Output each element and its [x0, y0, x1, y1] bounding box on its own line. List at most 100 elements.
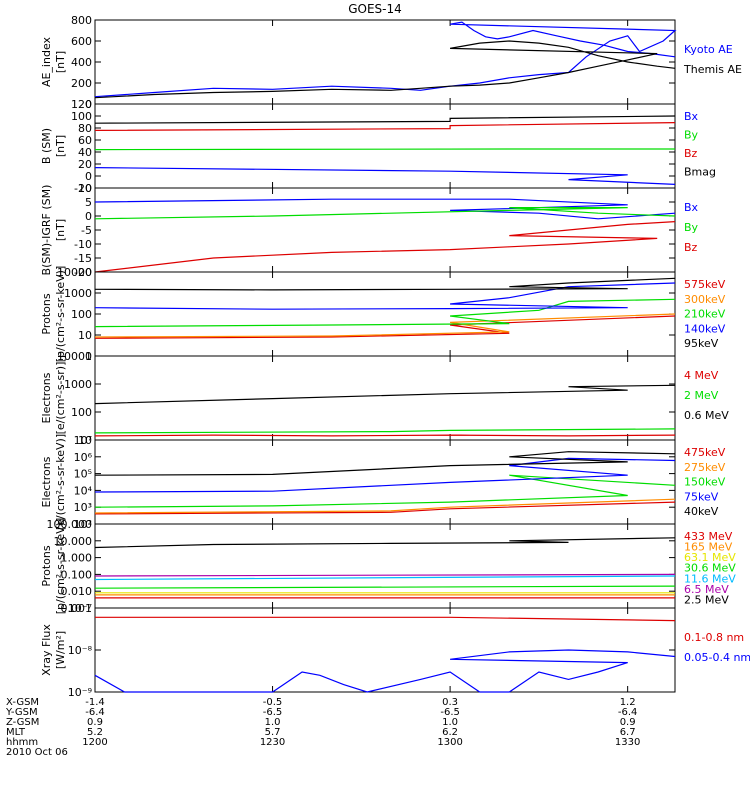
series-line-6-5-mev	[94, 573, 676, 577]
y-axis-label: Xray Flux	[40, 624, 53, 676]
x-axis-value: 6.2	[442, 727, 458, 738]
legend-label: 4 MeV	[684, 369, 719, 382]
date-label: 2010 Oct 06	[6, 747, 68, 758]
y-axis-label: [nT]	[54, 51, 67, 73]
series-line-by	[94, 148, 675, 151]
y-tick-label: 10⁴	[74, 484, 93, 497]
y-tick-label: 10⁵	[74, 468, 92, 481]
legend-label: 63.1 MeV	[684, 551, 736, 564]
y-tick-label: 10⁻⁹	[68, 686, 92, 699]
legend-label: 95keV	[684, 337, 719, 350]
legend-label: Kyoto AE	[684, 43, 733, 56]
series-line-30-6-mev	[94, 585, 676, 589]
y-axis-label: B(SM)-IGRF (SM)	[40, 185, 53, 276]
y-axis-label: [e/(cm²-s-sr)]	[54, 362, 67, 435]
y-tick-label: 0	[85, 170, 92, 183]
y-axis-label: Protons	[40, 545, 53, 586]
x-axis-value: -1.4	[85, 697, 105, 708]
x-axis-row-label: Y-GSM	[5, 707, 38, 718]
series-line-bz	[94, 122, 676, 131]
series-line-0-6-mev	[94, 384, 676, 405]
y-axis-label: [p/(cm²-s-sr-keV)]	[54, 518, 67, 615]
series-line-40kev	[94, 451, 676, 476]
series-line-0-05-0-4-nm	[94, 649, 676, 693]
x-axis-value: 0.9	[620, 717, 636, 728]
series-line-275kev	[94, 498, 676, 514]
x-axis-value: -6.4	[85, 707, 105, 718]
legend-label: 0.6 MeV	[684, 409, 729, 422]
y-axis-label: Protons	[40, 293, 53, 334]
x-axis-value: 1230	[260, 737, 285, 748]
series-line-kyoto-ae	[94, 21, 677, 98]
y-axis-label: Electrons	[40, 456, 53, 507]
figure-title: GOES-14	[348, 2, 402, 16]
legend-label: Bmag	[684, 166, 716, 179]
x-axis-row-label: X-GSM	[6, 697, 39, 708]
legend-label: 300keV	[684, 293, 726, 306]
y-tick-label: 80	[78, 122, 92, 135]
y-tick-label: 10⁻⁸	[68, 644, 93, 657]
x-axis-value: 5.2	[87, 727, 103, 738]
legend-label: 0.05-0.4 nm	[684, 651, 750, 664]
series-line-140kev	[94, 282, 676, 310]
legend-label: Themis AE	[683, 63, 742, 76]
y-tick-label: 60	[78, 134, 92, 147]
y-tick-label: 200	[71, 77, 92, 90]
y-tick-label: 10³	[74, 501, 92, 514]
y-tick-label: 10.000	[54, 535, 93, 548]
y-tick-label: 100.000	[47, 518, 93, 531]
panel-frame	[94, 271, 676, 357]
y-tick-label: 0	[85, 98, 92, 111]
y-axis-label: AE_index	[40, 36, 53, 87]
y-tick-label: 10000	[57, 350, 92, 363]
x-axis-value: 1330	[615, 737, 640, 748]
series-line-4-mev	[94, 434, 676, 437]
y-tick-label: 10²	[74, 518, 92, 531]
y-tick-label: -5	[81, 224, 92, 237]
series-line-210kev	[94, 298, 676, 328]
y-tick-label: 400	[71, 56, 92, 69]
panel-frame	[94, 607, 676, 693]
legend-label: 275keV	[684, 461, 726, 474]
panel-frame	[94, 355, 676, 441]
series-line-by	[94, 207, 676, 220]
y-axis-label: [p/(cm²-s-sr-keV)]	[54, 266, 67, 363]
legend-label: 575keV	[684, 278, 726, 291]
x-axis-value: -0.5	[263, 697, 283, 708]
x-axis-value: 0.9	[87, 717, 103, 728]
y-tick-label: 100	[71, 110, 92, 123]
y-tick-label: -10	[74, 238, 92, 251]
legend-label: 2.5 MeV	[684, 593, 729, 606]
x-axis-value: 1300	[437, 737, 462, 748]
y-tick-label: 800	[71, 14, 92, 27]
y-tick-label: 40	[78, 146, 92, 159]
legend-label: 475keV	[684, 446, 726, 459]
series-line-2-5-mev	[94, 537, 676, 549]
legend-label: 0.1-0.8 nm	[684, 631, 744, 644]
y-tick-label: 10	[78, 182, 92, 195]
legend-label: Bz	[684, 147, 698, 160]
series-line-95kev	[94, 277, 676, 291]
y-tick-label: 100	[71, 406, 92, 419]
x-axis-row-label: Z-GSM	[6, 717, 39, 728]
y-axis-label: Electrons	[40, 372, 53, 423]
y-tick-label: 20	[78, 158, 92, 171]
legend-label: Bx	[684, 201, 699, 214]
x-axis-value: 5.7	[265, 727, 281, 738]
series-line-475kev	[94, 501, 676, 515]
legend-label: 140keV	[684, 322, 726, 335]
x-axis-value: -6.5	[263, 707, 283, 718]
legend-label: By	[684, 221, 699, 234]
y-tick-label: 5	[85, 196, 92, 209]
legend-label: 75keV	[684, 490, 719, 503]
legend-label: Bx	[684, 110, 699, 123]
series-line-bx	[94, 167, 676, 185]
y-tick-label: 10000	[57, 266, 92, 279]
series-line-2-mev	[94, 428, 676, 434]
legend-label: 165 MeV	[684, 541, 733, 554]
x-axis-value: 6.7	[620, 727, 636, 738]
y-tick-label: -20	[74, 266, 92, 279]
y-axis-label: [W/m²]	[54, 631, 67, 669]
y-tick-label: 120	[71, 98, 92, 111]
x-axis-value: 1200	[82, 737, 107, 748]
